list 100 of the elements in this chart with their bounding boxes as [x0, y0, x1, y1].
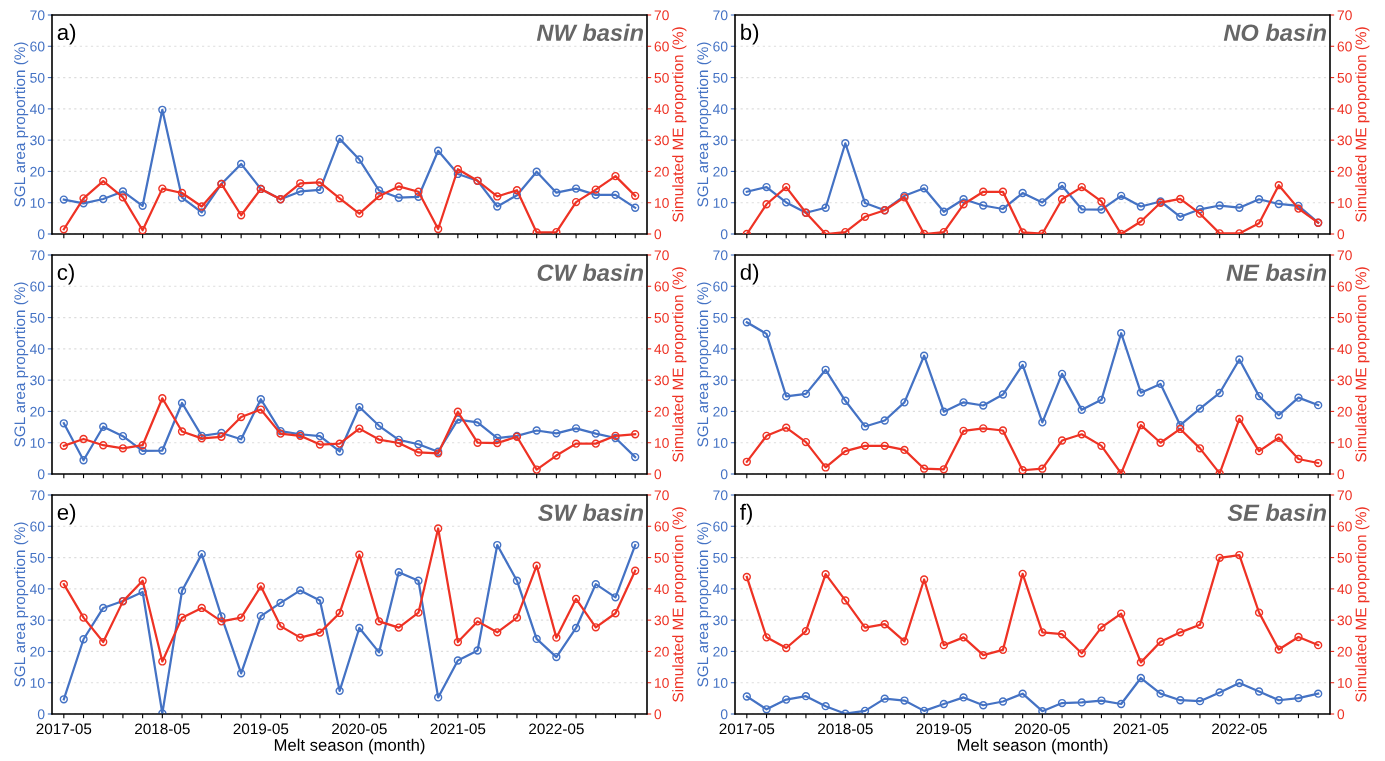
y-axis-title: SGL area proportion (%) [13, 42, 29, 207]
chart-title: NO basin [1223, 23, 1327, 42]
y-axis-title: SGL area proportion (%) [696, 522, 712, 687]
y2-axis-title: Simulated ME proportion (%) [1355, 27, 1370, 222]
y-tick-label: 10 [30, 198, 45, 208]
y-tick-label: 50 [30, 552, 45, 563]
y2-tick-label: 60 [1337, 41, 1352, 52]
y2-tick-label: 0 [1337, 709, 1345, 720]
y2-tick-label: 20 [1337, 166, 1352, 177]
y-tick-label: 60 [30, 281, 45, 292]
y2-tick-label: 40 [1337, 104, 1352, 115]
y2-tick-label: 50 [654, 72, 669, 83]
y-tick-label: 10 [713, 438, 728, 448]
y2-tick-label: 20 [1337, 646, 1352, 657]
y-tick-label: 30 [30, 375, 45, 386]
y2-tick-label: 60 [654, 281, 669, 292]
y-tick-label: 20 [30, 166, 45, 177]
x-tick-label: 2021-05 [1113, 723, 1169, 735]
y-axis-title: SGL area proportion (%) [13, 282, 29, 447]
y2-tick-label: 20 [654, 406, 669, 417]
y2-tick-label: 0 [654, 709, 662, 720]
y2-tick-label: 10 [1338, 438, 1352, 448]
y-tick-label: 70 [713, 10, 728, 21]
y2-tick-label: 70 [1337, 250, 1352, 261]
y-axis-title: SGL area proportion (%) [696, 282, 712, 447]
y2-tick-label: 50 [1337, 312, 1352, 323]
y-tick-label: 50 [713, 312, 728, 323]
x-tick-label: 2018-05 [135, 723, 190, 735]
y-tick-label: 20 [713, 406, 728, 417]
y-tick-label: 10 [713, 198, 728, 208]
y-tick-label: 60 [713, 41, 728, 52]
y-tick-label: 60 [30, 521, 45, 532]
y2-tick-label: 50 [654, 312, 669, 323]
y-tick-label: 30 [30, 135, 45, 146]
y-axis-title: SGL area proportion (%) [13, 522, 29, 687]
y2-tick-label: 0 [654, 229, 662, 240]
y-tick-label: 40 [712, 344, 728, 355]
y2-tick-label: 10 [1338, 678, 1352, 688]
y-tick-label: 0 [720, 709, 728, 720]
y-tick-label: 40 [29, 584, 45, 595]
chart-title: SE basin [1227, 503, 1327, 522]
y2-tick-label: 40 [654, 584, 669, 595]
y-tick-label: 20 [713, 646, 728, 657]
x-tick-label: 2022-05 [1212, 723, 1267, 735]
x-tick-label: 2019-05 [233, 723, 289, 735]
y-tick-label: 0 [720, 229, 728, 240]
y-tick-label: 70 [713, 250, 728, 261]
y-tick-label: 70 [713, 490, 728, 501]
x-axis-title: Melt season (month) [274, 738, 425, 755]
y-tick-label: 30 [713, 615, 728, 626]
y-tick-label: 50 [30, 312, 45, 323]
y-tick-label: 70 [30, 250, 45, 261]
y2-tick-label: 50 [1337, 552, 1352, 563]
y2-tick-label: 0 [654, 469, 662, 480]
y2-tick-label: 40 [654, 104, 669, 115]
y2-tick-label: 70 [1337, 490, 1352, 501]
y2-tick-label: 40 [1337, 344, 1352, 355]
y2-tick-label: 30 [1337, 615, 1352, 626]
x-tick-label: 2017-05 [719, 723, 775, 735]
x-tick-label: 2018-05 [818, 723, 873, 735]
y2-tick-label: 30 [654, 615, 669, 626]
x-tick-label: 2021-05 [430, 723, 486, 735]
y2-tick-label: 30 [654, 135, 669, 146]
y-tick-label: 40 [712, 104, 728, 115]
y-tick-label: 10 [713, 678, 728, 688]
y2-tick-label: 10 [655, 198, 669, 208]
y2-tick-label: 70 [1337, 10, 1352, 21]
y-tick-label: 0 [37, 469, 45, 480]
y2-axis-title: Simulated ME proportion (%) [1355, 507, 1370, 702]
annotation: b) [741, 23, 759, 45]
y-tick-label: 20 [713, 166, 728, 177]
y-tick-label: 40 [712, 584, 728, 595]
y2-tick-label: 20 [1337, 406, 1352, 417]
y2-tick-label: 70 [654, 10, 669, 21]
y-tick-label: 20 [30, 406, 45, 417]
x-tick-label: 2017-05 [36, 723, 92, 735]
y2-axis-title: Simulated ME proportion (%) [672, 507, 687, 702]
y-tick-label: 60 [713, 521, 728, 532]
y2-tick-label: 60 [1337, 521, 1352, 532]
y-tick-label: 20 [30, 646, 45, 657]
y2-tick-label: 40 [1337, 584, 1352, 595]
y2-tick-label: 0 [1337, 229, 1345, 240]
x-tick-label: 2020-05 [332, 723, 387, 735]
y-tick-label: 50 [713, 72, 728, 83]
annotation: e) [57, 503, 76, 525]
chart-title: SW basin [538, 503, 644, 522]
y2-tick-label: 20 [654, 166, 669, 177]
y2-tick-label: 30 [1337, 135, 1352, 146]
y2-tick-label: 10 [655, 678, 669, 688]
y-tick-label: 70 [30, 10, 45, 21]
y2-tick-label: 50 [1337, 72, 1352, 83]
y-tick-label: 40 [29, 104, 45, 115]
y2-tick-label: 10 [655, 438, 669, 448]
chart-title: NW basin [536, 23, 644, 42]
annotation: a) [57, 23, 76, 45]
y2-tick-label: 60 [654, 521, 669, 532]
annotation: d) [740, 263, 759, 285]
y2-axis-title: Simulated ME proportion (%) [672, 267, 687, 462]
y2-tick-label: 70 [654, 490, 669, 501]
y2-tick-label: 60 [654, 41, 669, 52]
